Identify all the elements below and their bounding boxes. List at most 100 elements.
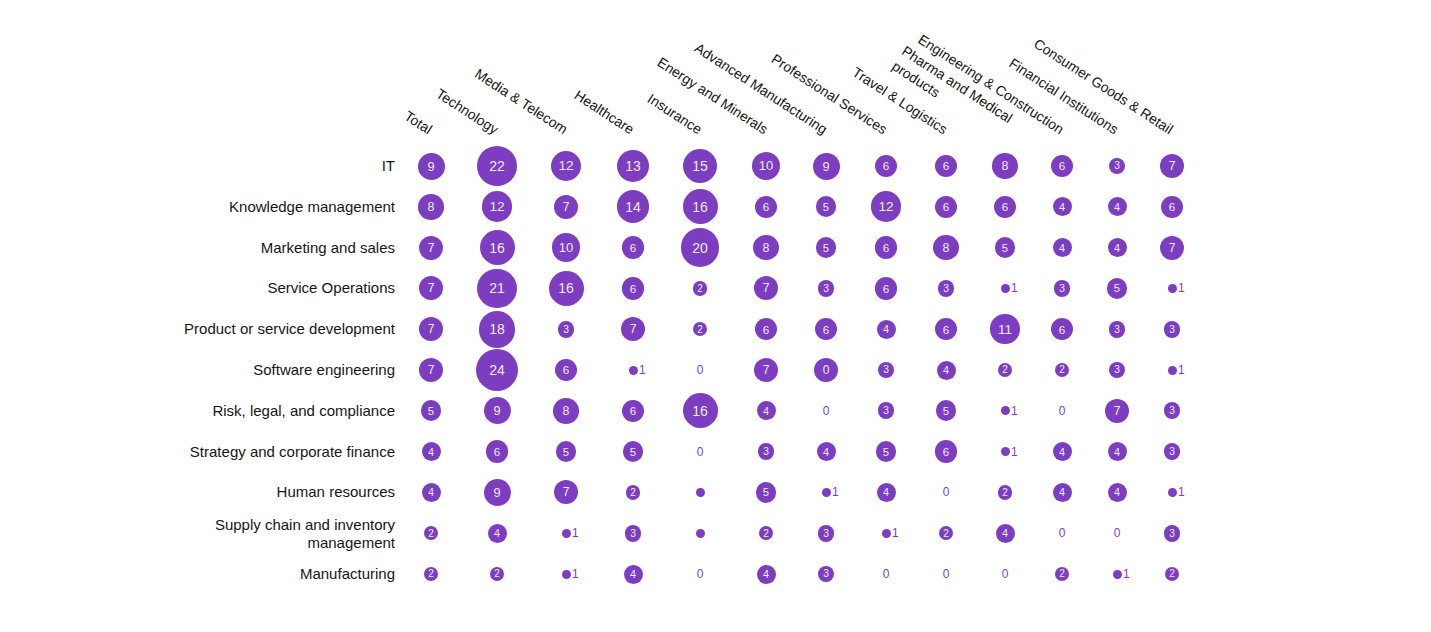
bubble-value: 2 bbox=[1002, 364, 1008, 375]
bubble: 16 bbox=[683, 189, 718, 224]
bubble: 7 bbox=[419, 276, 443, 300]
bubble: 16 bbox=[683, 393, 718, 428]
bubble: 2 bbox=[939, 526, 953, 540]
bubble-value: 2 bbox=[1002, 487, 1008, 498]
bubble: 4 bbox=[1053, 442, 1072, 461]
bubble: 3 bbox=[1054, 280, 1071, 297]
bubble: 3 bbox=[878, 402, 895, 419]
bubble: 22 bbox=[477, 146, 518, 187]
row-label: Service Operations bbox=[267, 280, 395, 298]
bubble-value: 20 bbox=[692, 240, 708, 256]
bubble-value: 4 bbox=[823, 446, 829, 458]
bubble: 9 bbox=[813, 153, 840, 180]
bubble-value: 10 bbox=[759, 158, 774, 173]
bubble: 3 bbox=[818, 525, 835, 542]
bubble: 13 bbox=[617, 150, 649, 182]
bubble: 8 bbox=[753, 235, 779, 261]
bubble-value: 18 bbox=[489, 321, 505, 337]
bubble-value: 6 bbox=[943, 445, 949, 458]
bubble: 2 bbox=[693, 322, 707, 336]
bubble-value: 4 bbox=[883, 486, 889, 498]
bubble-value: 3 bbox=[943, 283, 949, 294]
bubble-value: 7 bbox=[563, 485, 570, 499]
bubble-value: 6 bbox=[883, 241, 889, 254]
bubble: 4 bbox=[1108, 483, 1127, 502]
row-label: Knowledge management bbox=[229, 198, 395, 216]
bubble-value: 4 bbox=[494, 527, 500, 539]
bubble: 7 bbox=[621, 317, 645, 341]
bubble-value: 5 bbox=[943, 405, 949, 417]
row-label: Software engineering bbox=[253, 361, 395, 379]
bubble bbox=[696, 488, 705, 497]
bubble: 3 bbox=[818, 280, 835, 297]
bubble: 6 bbox=[555, 359, 578, 382]
bubble: 3 bbox=[818, 566, 835, 583]
bubble-value: 6 bbox=[630, 282, 636, 295]
bubble-value: 3 bbox=[823, 568, 829, 579]
zero-value-label: 0 bbox=[883, 567, 890, 581]
row-label: Human resources bbox=[277, 484, 395, 502]
bubble-value: 11 bbox=[998, 322, 1012, 337]
bubble bbox=[1001, 447, 1010, 456]
bubble-value: 5 bbox=[630, 446, 636, 458]
bubble: 9 bbox=[418, 153, 445, 180]
bubble: 5 bbox=[816, 237, 837, 258]
bubble: 12 bbox=[871, 191, 902, 222]
bubble-value: 6 bbox=[563, 363, 569, 376]
bubble-value: 2 bbox=[428, 528, 434, 539]
bubble-value: 4 bbox=[1059, 242, 1065, 254]
row-label: IT bbox=[382, 157, 395, 175]
bubble bbox=[1168, 488, 1177, 497]
bubble-value: 2 bbox=[1059, 364, 1065, 375]
bubble: 10 bbox=[552, 233, 580, 261]
bubble: 6 bbox=[1161, 196, 1184, 219]
bubble-value: 1 bbox=[639, 363, 646, 377]
zero-value-label: 0 bbox=[1059, 404, 1066, 418]
bubble-value: 5 bbox=[823, 201, 829, 213]
row-label: Risk, legal, and compliance bbox=[212, 402, 395, 420]
bubble: 12 bbox=[482, 191, 513, 222]
bubble: 4 bbox=[488, 524, 507, 543]
bubble: 7 bbox=[754, 276, 778, 300]
bubble: 10 bbox=[752, 152, 780, 180]
bubble-value: 2 bbox=[630, 487, 636, 498]
bubble-value: 15 bbox=[692, 158, 708, 174]
bubble-value: 13 bbox=[625, 158, 641, 174]
bubble-value: 6 bbox=[1169, 200, 1175, 213]
bubble: 6 bbox=[935, 196, 958, 219]
bubble-value: 9 bbox=[427, 159, 434, 174]
zero-value-label: 0 bbox=[1002, 567, 1009, 581]
bubble: 6 bbox=[486, 440, 509, 463]
bubble-value: 6 bbox=[1002, 200, 1008, 213]
bubble-value: 2 bbox=[763, 528, 769, 539]
bubble-value: 5 bbox=[563, 446, 569, 458]
bubble-value: 8 bbox=[763, 241, 770, 255]
bubble-value: 0 bbox=[823, 363, 830, 377]
bubble-value: 21 bbox=[489, 280, 505, 296]
bubble-value: 10 bbox=[559, 240, 574, 255]
bubble-value: 1 bbox=[1011, 281, 1018, 295]
bubble bbox=[562, 529, 571, 538]
bubble: 16 bbox=[480, 230, 515, 265]
bubble: 2 bbox=[1165, 567, 1179, 581]
column-header: Insurance bbox=[643, 90, 704, 138]
bubble-value: 1 bbox=[1011, 404, 1018, 418]
row-label: Marketing and sales bbox=[261, 239, 395, 257]
bubble: 8 bbox=[992, 153, 1018, 179]
bubble: 7 bbox=[1160, 154, 1184, 178]
bubble-value: 6 bbox=[630, 404, 636, 417]
bubble-value: 3 bbox=[883, 405, 889, 416]
bubble-value: 3 bbox=[883, 364, 889, 375]
column-header: Total bbox=[401, 107, 435, 138]
bubble: 24 bbox=[476, 349, 518, 391]
bubble: 4 bbox=[996, 524, 1015, 543]
bubble: 4 bbox=[1053, 483, 1072, 502]
bubble: 8 bbox=[553, 398, 579, 424]
bubble: 3 bbox=[625, 525, 642, 542]
bubble-value: 6 bbox=[883, 159, 889, 172]
bubble-value: 6 bbox=[763, 200, 769, 213]
bubble-value: 7 bbox=[763, 363, 770, 377]
bubble-value: 2 bbox=[1169, 568, 1175, 579]
column-header: Healthcare bbox=[571, 86, 637, 138]
bubble-value: 2 bbox=[697, 324, 703, 335]
